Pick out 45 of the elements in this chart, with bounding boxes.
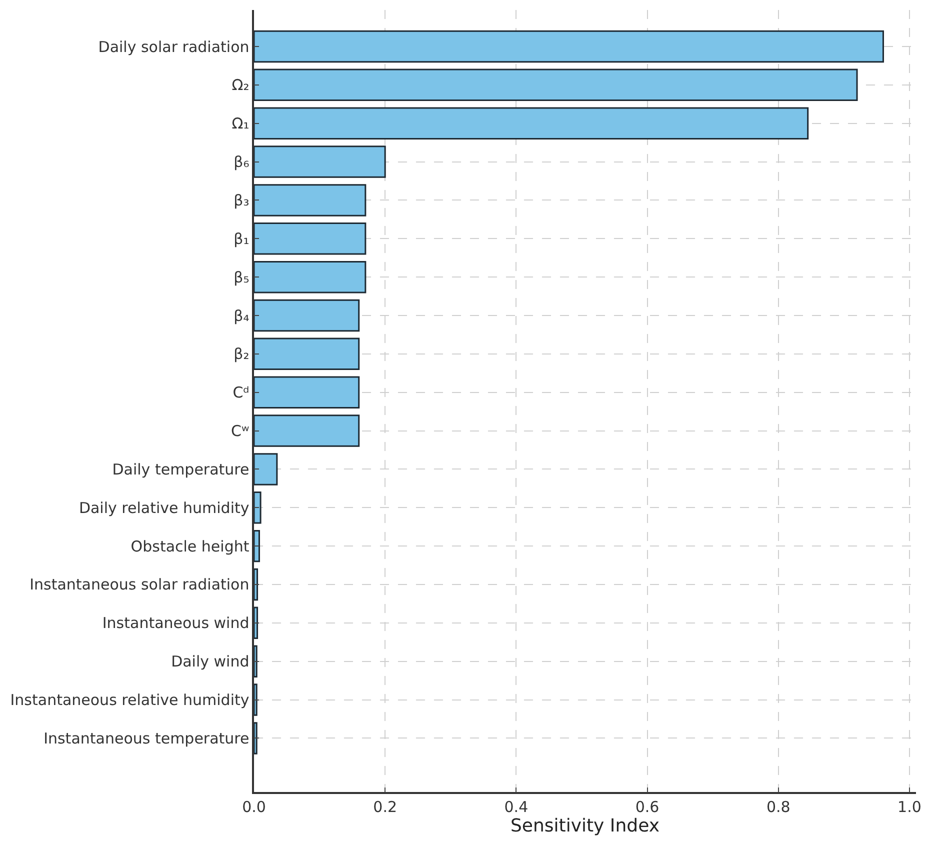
bar (254, 492, 262, 524)
y-tick-label: Daily temperature (112, 460, 250, 478)
y-tick-label: β₃ (234, 191, 250, 210)
y-tick-label: Cʷ (231, 422, 250, 440)
x-axis-title: Sensitivity Index (510, 816, 660, 837)
y-tick-label: Daily solar radiation (98, 38, 250, 56)
y-tick-label: Daily wind (171, 652, 250, 671)
bar (254, 684, 258, 716)
bar (254, 414, 360, 447)
bar (254, 453, 278, 486)
bar (254, 107, 809, 140)
y-tick-label: β₄ (234, 306, 250, 325)
y-tick-label: β₆ (234, 153, 250, 172)
bar (254, 68, 858, 102)
x-tick-label: 0.4 (504, 798, 528, 816)
y-tick-label: β₂ (234, 345, 250, 364)
y-tick-label: β₁ (234, 230, 250, 248)
bar (254, 606, 258, 640)
x-tick-label: 0.0 (242, 798, 266, 816)
bar (254, 146, 386, 178)
bar (254, 338, 360, 370)
bar (254, 299, 360, 332)
bar (254, 222, 366, 255)
y-tick-label: Obstacle height (130, 537, 250, 556)
x-tick-label: 0.6 (635, 798, 660, 816)
x-tick-label: 0.8 (766, 798, 790, 816)
y-tick-label: Ω₁ (232, 114, 250, 133)
y-tick-label: Cᵈ (232, 384, 250, 402)
y-tick-label: Instantaneous temperature (44, 729, 250, 748)
x-tick-label: 0.2 (373, 798, 398, 816)
y-tick-label: β₅ (234, 268, 250, 286)
bar (254, 568, 258, 601)
bar (254, 645, 258, 678)
y-tick-label: Instantaneous wind (102, 614, 250, 632)
bar (254, 184, 366, 216)
bar (254, 260, 366, 294)
y-tick-label: Daily relative humidity (78, 498, 250, 517)
x-tick-label: 1.0 (898, 798, 922, 816)
bar (254, 376, 360, 408)
bar (254, 530, 260, 562)
y-tick-label: Instantaneous relative humidity (10, 691, 250, 710)
bar (254, 722, 258, 754)
y-tick-label: Ω₂ (232, 76, 250, 94)
y-tick-label: Instantaneous solar radiation (30, 576, 250, 594)
bar (254, 30, 884, 63)
